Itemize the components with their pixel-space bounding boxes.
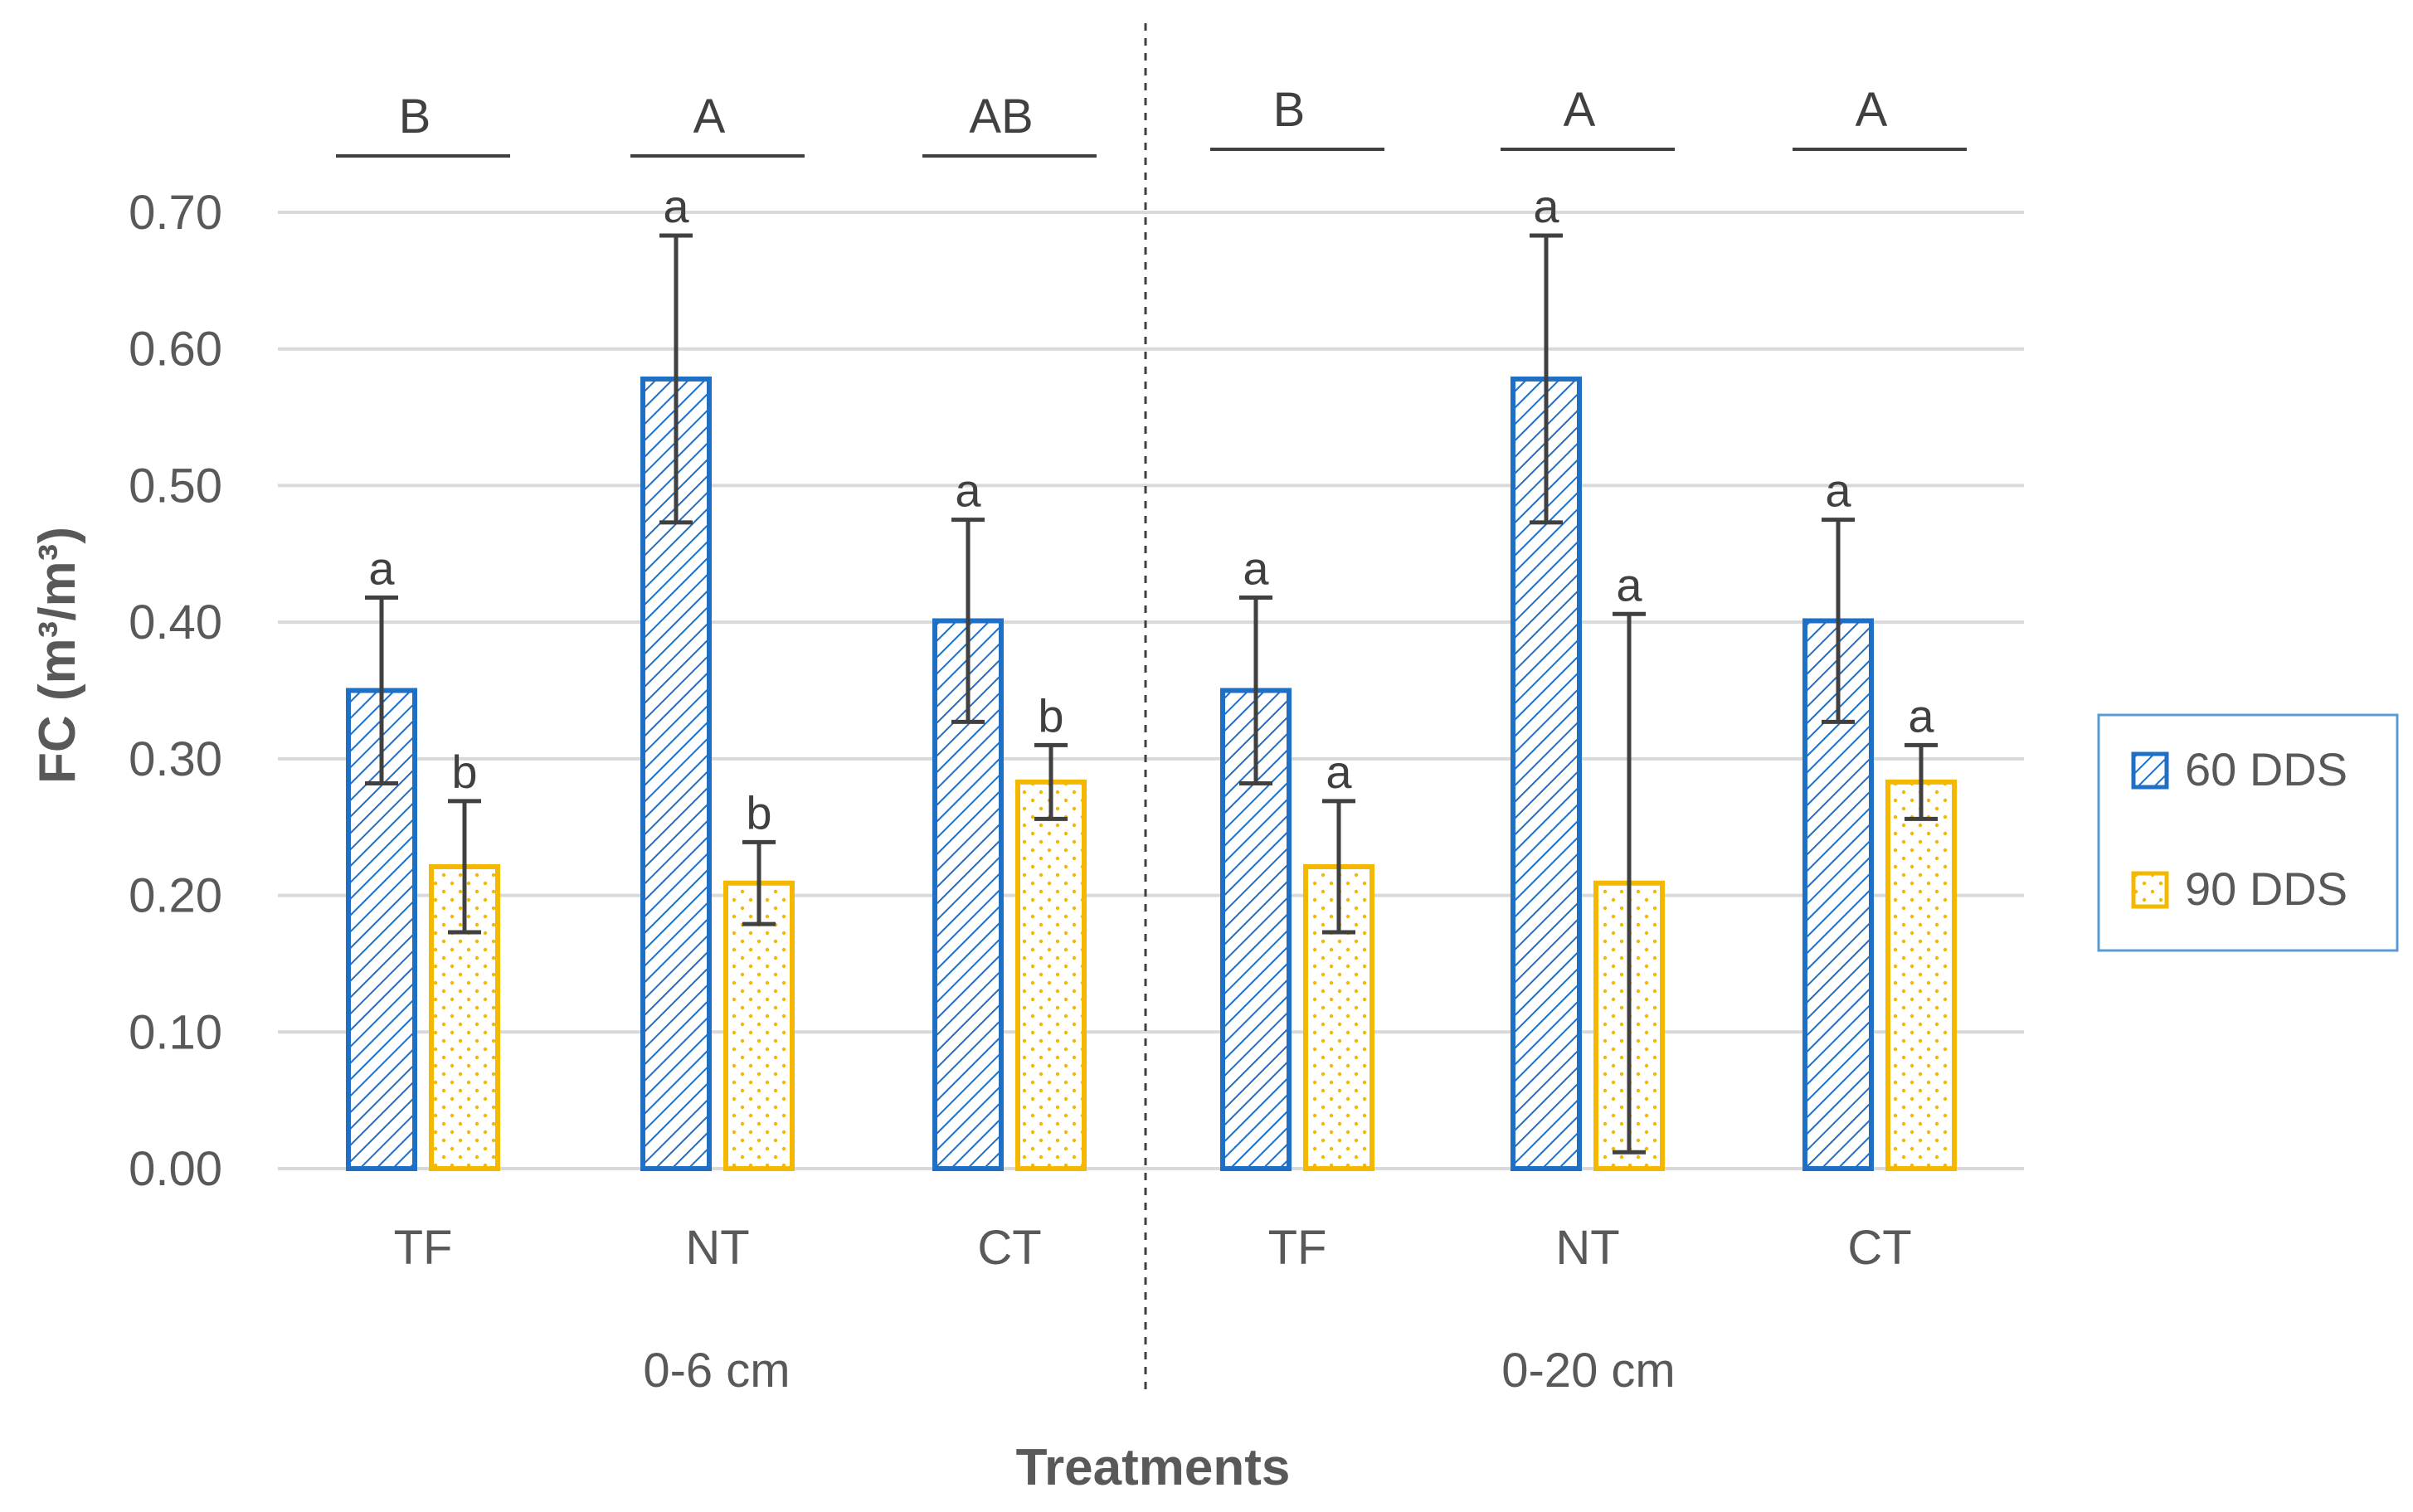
y-tick-label: 0.40 — [129, 596, 222, 649]
significance-letter: a — [955, 464, 981, 517]
group-letter: A — [693, 90, 726, 143]
y-tick-label: 0.10 — [129, 1005, 222, 1059]
group-letter: B — [1273, 83, 1306, 137]
legend-label-90-dds: 90 DDS — [2185, 863, 2347, 915]
significance-letter: a — [663, 180, 689, 232]
y-tick-label: 0.20 — [129, 869, 222, 923]
x-category-label: CT — [977, 1221, 1041, 1275]
y-tick-label: 0.50 — [129, 459, 222, 513]
x-category-label: TF — [1268, 1221, 1327, 1275]
group-letter: A — [1564, 83, 1596, 137]
y-axis-title: FC (m³/m³) — [29, 527, 86, 784]
legend-label-60-dds: 60 DDS — [2185, 743, 2347, 795]
gridlines — [278, 211, 2024, 1170]
y-tick-label: 0.60 — [129, 323, 222, 377]
group-letter: AB — [969, 90, 1033, 143]
significance-letter: a — [1825, 464, 1851, 517]
x-group-label-1: 0-20 cm — [1501, 1344, 1676, 1398]
error-bars — [365, 233, 1938, 1155]
x-category-label: TF — [394, 1221, 453, 1275]
x-axis-title: Treatments — [1016, 1439, 1291, 1496]
significance-letter: b — [746, 786, 771, 839]
bar — [1015, 779, 1087, 1171]
significance-letter: a — [1243, 542, 1269, 594]
significance-letter: a — [1326, 746, 1352, 798]
significance-letter: b — [451, 746, 477, 798]
significance-letter: a — [1533, 180, 1559, 232]
bars — [346, 376, 1957, 1172]
x-category-labels: TF NT CT TF NT CT — [394, 1221, 1912, 1275]
significance-letter: a — [1908, 689, 1934, 741]
x-category-label: CT — [1847, 1221, 1911, 1275]
x-category-label: NT — [685, 1221, 749, 1275]
x-category-label: NT — [1555, 1221, 1619, 1275]
legend-swatch-90-dds — [2131, 871, 2169, 909]
y-tick-label: 0.00 — [129, 1142, 222, 1196]
y-tick-label: 0.70 — [129, 186, 222, 240]
group-letter: A — [1856, 83, 1888, 137]
y-tick-label: 0.30 — [129, 732, 222, 786]
legend-swatch-60-dds — [2131, 751, 2169, 790]
significance-letter: a — [1616, 558, 1642, 610]
bar — [1885, 779, 1957, 1171]
y-tick-labels: 0.00 0.10 0.20 0.30 0.40 0.50 0.60 0.70 — [129, 186, 222, 1196]
x-group-label-0: 0-6 cm — [643, 1344, 790, 1398]
significance-letter: b — [1038, 689, 1063, 741]
significance-letter: a — [368, 542, 395, 594]
group-letter: B — [399, 90, 431, 143]
legend: 60 DDS 90 DDS — [2097, 713, 2399, 952]
